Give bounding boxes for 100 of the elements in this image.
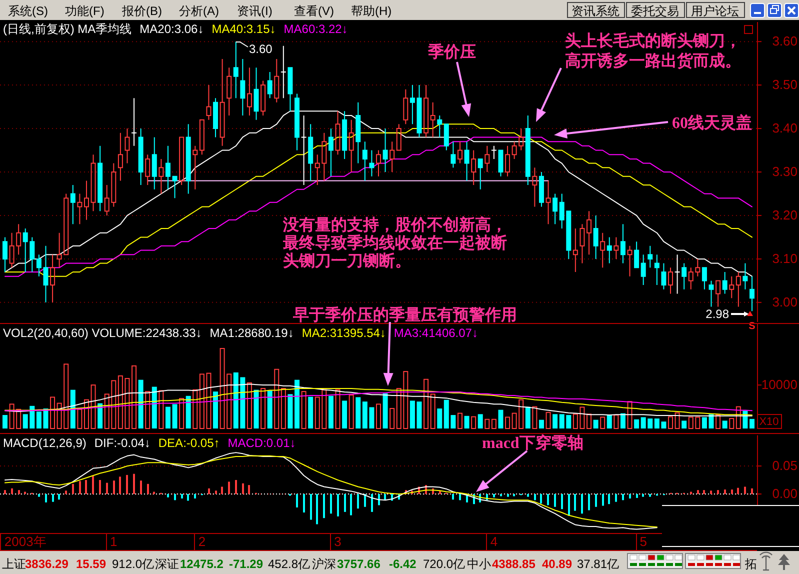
bar bbox=[642, 494, 644, 497]
candlestick bbox=[627, 245, 632, 277]
bar bbox=[600, 416, 606, 429]
annotation: 3.60 bbox=[249, 42, 273, 56]
candlestick bbox=[702, 267, 707, 290]
text: MA20:3.06↓ bbox=[140, 22, 204, 36]
y-tick-label: 3.50 bbox=[772, 77, 798, 92]
bar bbox=[106, 482, 108, 494]
candlestick bbox=[382, 128, 388, 172]
annotation: 季价压 bbox=[427, 43, 476, 61]
bar bbox=[674, 412, 680, 429]
bar bbox=[606, 415, 612, 428]
candlestick bbox=[145, 154, 150, 186]
text: 沪深 bbox=[312, 557, 336, 571]
candlestick bbox=[464, 141, 470, 182]
y-tick-label: 3.10 bbox=[772, 251, 798, 266]
bar bbox=[561, 494, 563, 510]
candlestick bbox=[376, 150, 381, 177]
candlestick bbox=[138, 128, 144, 186]
candlestick bbox=[90, 154, 96, 212]
text: X10 bbox=[759, 416, 779, 428]
candlestick bbox=[220, 58, 225, 146]
text: 3757.66 bbox=[337, 557, 381, 571]
candlestick bbox=[729, 276, 734, 299]
text: 资讯(I) bbox=[237, 4, 272, 18]
text: MA40:3.15↓ bbox=[212, 22, 276, 36]
bar bbox=[246, 382, 252, 429]
bar bbox=[595, 494, 597, 507]
candlestick bbox=[328, 128, 334, 177]
bar bbox=[310, 494, 312, 520]
bar bbox=[554, 494, 556, 507]
text: MA3:41406.07↓ bbox=[394, 326, 478, 340]
bar bbox=[330, 494, 332, 514]
candlestick bbox=[586, 210, 592, 256]
candlestick bbox=[640, 254, 646, 286]
bar bbox=[547, 494, 549, 506]
candlestick bbox=[226, 67, 232, 116]
bar bbox=[344, 494, 346, 512]
bar bbox=[119, 476, 121, 494]
bar bbox=[534, 494, 536, 500]
bar bbox=[274, 368, 280, 429]
bar bbox=[186, 396, 191, 428]
bar bbox=[181, 494, 183, 498]
candlestick bbox=[552, 193, 558, 225]
bar bbox=[280, 388, 286, 429]
candlestick bbox=[668, 267, 674, 294]
bar bbox=[636, 494, 638, 498]
text: 452.8亿 bbox=[268, 557, 310, 571]
bar bbox=[260, 388, 266, 429]
bar bbox=[588, 494, 590, 510]
candlestick bbox=[348, 119, 354, 172]
candlestick bbox=[498, 150, 504, 177]
text: 912.0亿 bbox=[112, 557, 154, 571]
bar bbox=[491, 418, 496, 429]
candlestick bbox=[484, 145, 490, 172]
bar bbox=[4, 490, 6, 494]
bar bbox=[627, 401, 632, 429]
bar bbox=[323, 494, 325, 518]
bar bbox=[165, 406, 170, 428]
candlestick bbox=[430, 102, 436, 138]
candlestick bbox=[288, 67, 293, 112]
bar bbox=[464, 416, 470, 428]
bar bbox=[208, 488, 210, 494]
bar bbox=[371, 494, 373, 512]
bar bbox=[751, 488, 753, 494]
x-tick-label: 3 bbox=[334, 534, 342, 549]
text: 用户论坛 bbox=[691, 4, 739, 18]
bar bbox=[430, 394, 436, 429]
bar bbox=[527, 494, 529, 497]
candlestick bbox=[682, 262, 687, 290]
candlestick bbox=[274, 58, 280, 103]
bar bbox=[682, 420, 687, 428]
annotation: 头上长毛式的断头铡刀，高开诱多一路出货而成。 bbox=[565, 32, 741, 70]
candlestick bbox=[199, 119, 204, 156]
y-tick-label: 3.40 bbox=[772, 120, 798, 136]
bar bbox=[737, 488, 739, 494]
bar bbox=[194, 494, 196, 498]
bar bbox=[457, 412, 462, 429]
candlestick bbox=[77, 193, 82, 225]
candlestick bbox=[2, 236, 8, 272]
candlestick bbox=[152, 136, 157, 190]
text: 报价(B) bbox=[121, 4, 162, 18]
bar bbox=[192, 389, 198, 429]
bar bbox=[90, 384, 96, 429]
candlestick bbox=[369, 150, 374, 177]
annotation: 没有量的支持，股价不创新高，最终导致季均线收敛在一起被断头铡刀一刀铡断。 bbox=[282, 215, 507, 270]
candlestick bbox=[600, 232, 606, 268]
candlestick bbox=[654, 254, 660, 286]
y-tick-label: 3.30 bbox=[772, 164, 798, 180]
annotation: 2.98 bbox=[706, 307, 730, 321]
bar bbox=[350, 494, 352, 516]
bar bbox=[478, 414, 483, 428]
bar bbox=[45, 494, 47, 502]
candlestick bbox=[98, 145, 103, 212]
bar bbox=[77, 408, 82, 429]
bar bbox=[493, 494, 495, 498]
text: 3836.29 bbox=[25, 557, 69, 571]
bar bbox=[337, 494, 339, 516]
bar bbox=[471, 416, 476, 429]
bar bbox=[729, 418, 734, 429]
